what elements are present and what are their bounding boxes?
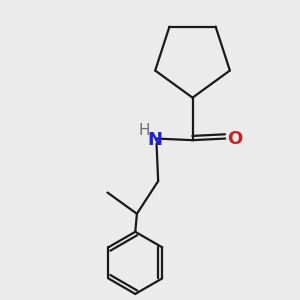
Text: O: O [227, 130, 242, 148]
Text: H: H [138, 123, 150, 138]
Text: N: N [147, 131, 162, 149]
